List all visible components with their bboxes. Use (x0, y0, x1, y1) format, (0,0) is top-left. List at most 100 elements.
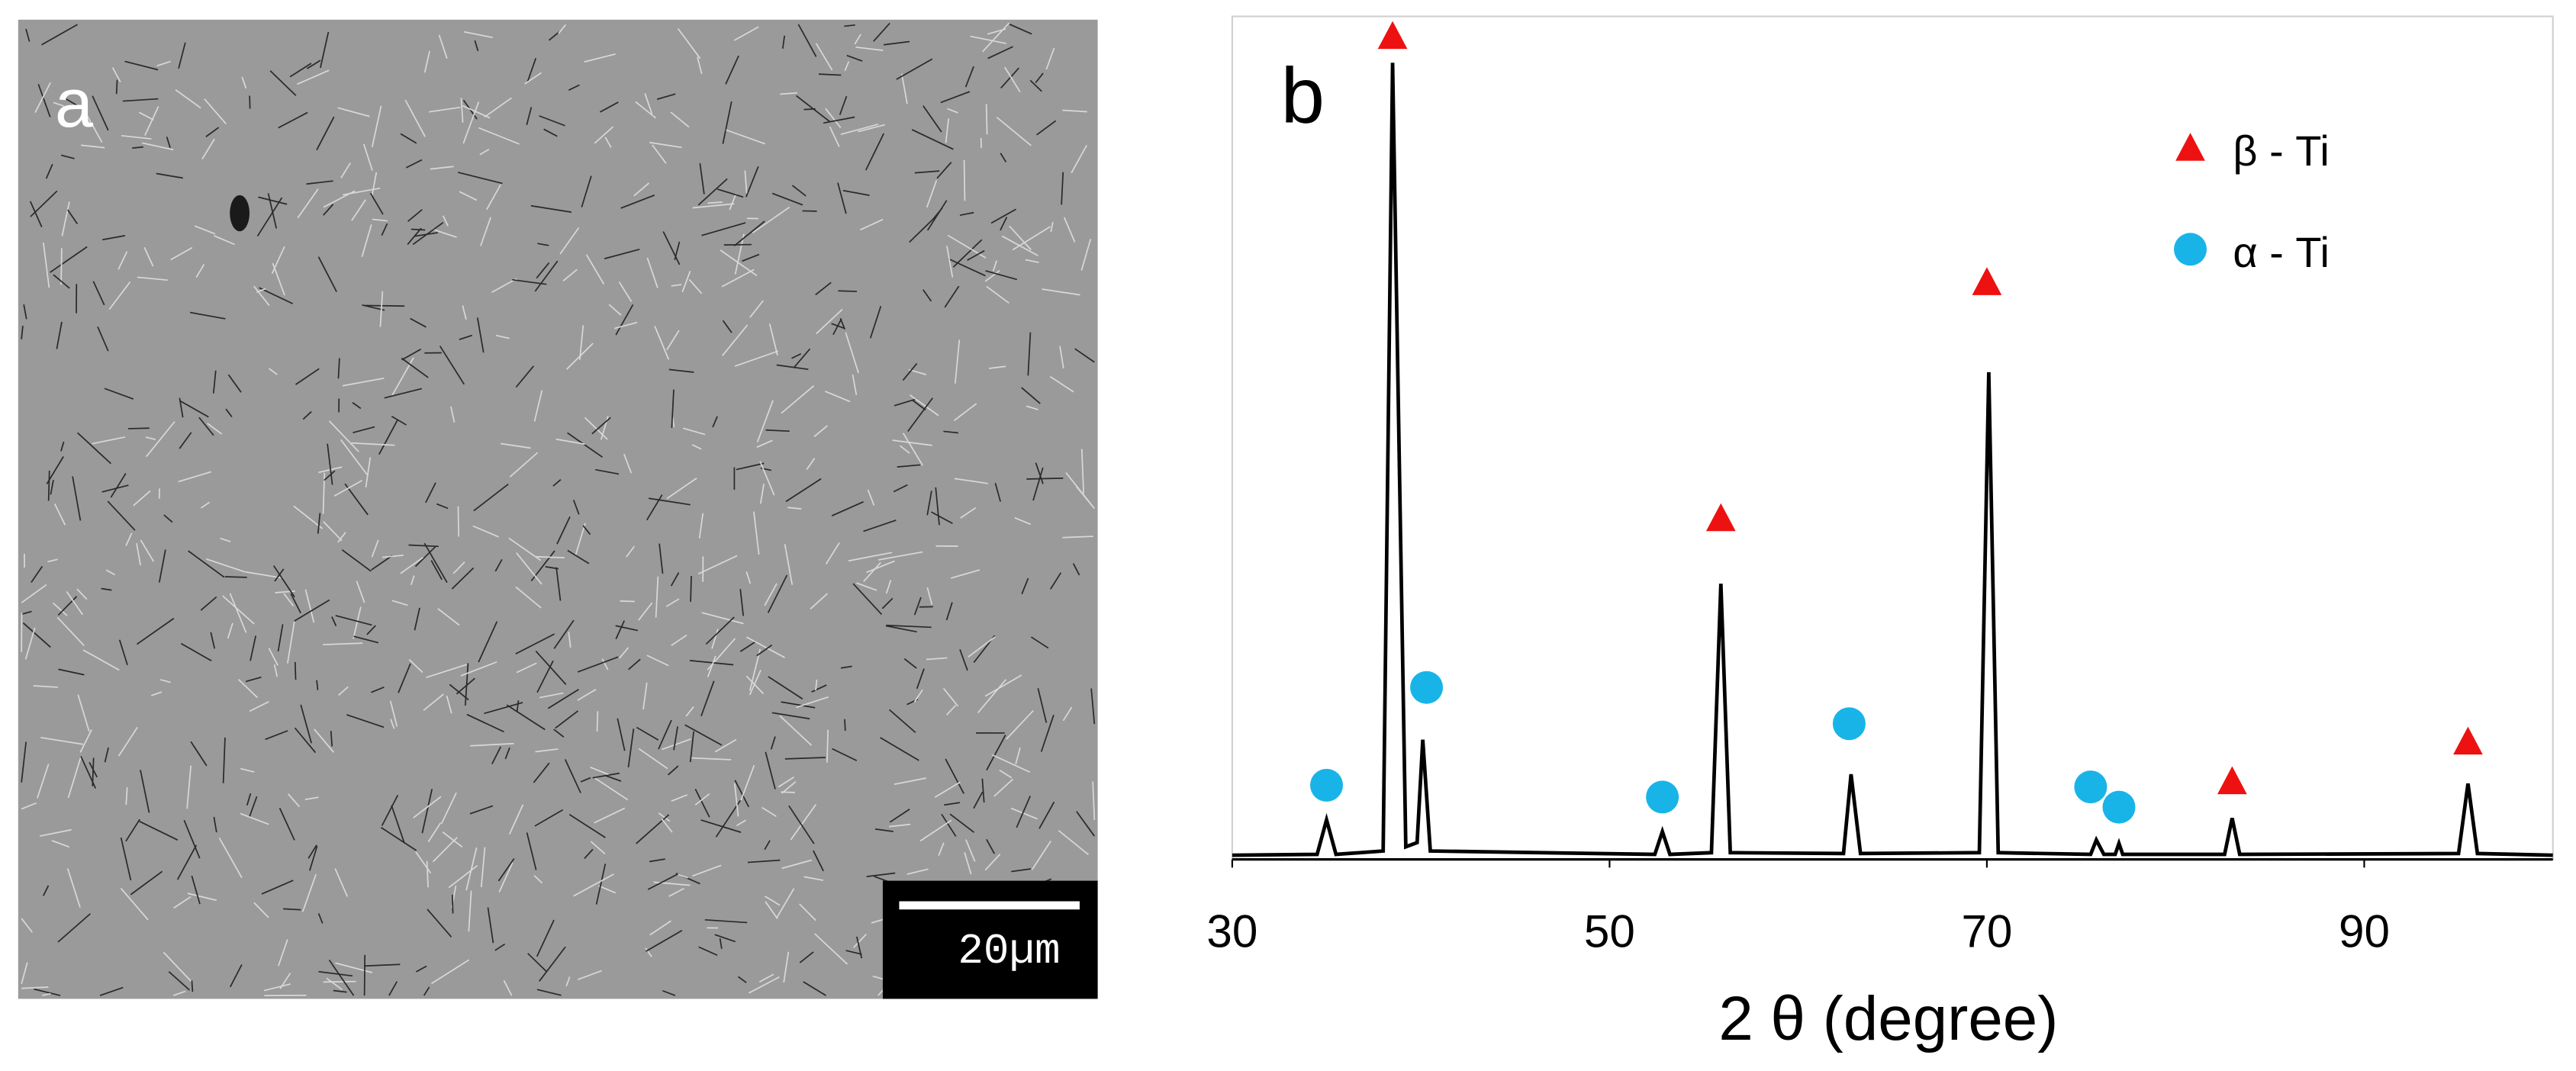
needle (914, 170, 940, 174)
needle (668, 765, 679, 776)
needle (885, 580, 892, 594)
needle (524, 72, 543, 85)
needle (903, 658, 917, 669)
needle (968, 636, 997, 658)
needle (815, 281, 832, 296)
needle (140, 539, 155, 562)
needle (892, 439, 932, 446)
needle (970, 35, 1006, 44)
needle (328, 960, 355, 996)
needle (671, 389, 675, 428)
needle (222, 737, 226, 783)
needle (526, 107, 533, 126)
phase-marker (1832, 707, 1866, 741)
needle (179, 397, 184, 418)
x-axis-label: 2 θ (degree) (1718, 984, 2058, 1053)
needle (873, 22, 890, 42)
needle (1050, 221, 1054, 233)
needle (189, 311, 226, 320)
needle (271, 246, 285, 275)
needle (781, 35, 786, 49)
needle (317, 256, 337, 292)
needle (1026, 478, 1064, 480)
needle (1065, 472, 1092, 505)
needle (950, 569, 980, 579)
needle (666, 330, 680, 351)
needle (168, 971, 191, 991)
needle (845, 332, 859, 374)
needle (604, 137, 612, 148)
needle (246, 793, 252, 806)
needle (227, 374, 242, 393)
needle (564, 759, 581, 793)
needle (866, 872, 896, 878)
legend-label: β - Ti (2233, 127, 2329, 175)
needle (823, 116, 855, 124)
needle (57, 596, 78, 616)
needle (859, 218, 884, 231)
needle (604, 774, 622, 782)
needle (503, 979, 513, 996)
needle (473, 484, 509, 512)
phase-marker (2217, 766, 2247, 795)
needle (671, 794, 688, 802)
needle (537, 243, 549, 246)
needle (934, 781, 961, 798)
needle (472, 525, 499, 538)
needle (432, 837, 458, 863)
needle (856, 582, 877, 591)
needle (290, 593, 301, 614)
needle (22, 622, 51, 648)
needle (45, 163, 53, 179)
needle (259, 287, 294, 304)
needle (577, 656, 619, 673)
needle (595, 468, 620, 475)
needle (186, 765, 192, 809)
needle (814, 933, 848, 965)
needle (47, 558, 58, 563)
needle (1016, 796, 1031, 828)
needle (758, 973, 774, 983)
needle (947, 108, 958, 114)
needle (283, 593, 295, 606)
needle (791, 353, 802, 359)
needle (636, 726, 659, 741)
needle (508, 804, 524, 835)
needle (515, 633, 555, 654)
needle (341, 549, 372, 572)
needle (1027, 332, 1032, 376)
needle (210, 632, 216, 649)
needle (813, 425, 828, 437)
needle (108, 281, 131, 310)
phase-marker (1410, 671, 1444, 704)
needle (1061, 172, 1064, 205)
needle (722, 320, 733, 333)
needle (501, 442, 531, 449)
needle (1000, 67, 1019, 88)
needle (56, 321, 63, 349)
needle (21, 918, 33, 933)
needle (124, 60, 159, 71)
needle (143, 246, 154, 267)
needle (183, 819, 201, 859)
panel-label: a (55, 65, 94, 142)
needle (658, 543, 664, 574)
needle (241, 76, 247, 89)
needle (840, 665, 852, 669)
needle (495, 334, 510, 339)
needle (410, 317, 427, 328)
needle (104, 747, 109, 763)
needle (1001, 235, 1038, 256)
needle (700, 819, 742, 833)
needle (813, 850, 824, 872)
needle (213, 816, 217, 833)
needle (188, 550, 225, 578)
needle (922, 289, 932, 302)
needle (382, 555, 404, 558)
needle (1092, 781, 1096, 820)
needle (391, 805, 405, 844)
needle (478, 621, 498, 663)
needle (414, 232, 438, 237)
needle (764, 583, 778, 606)
